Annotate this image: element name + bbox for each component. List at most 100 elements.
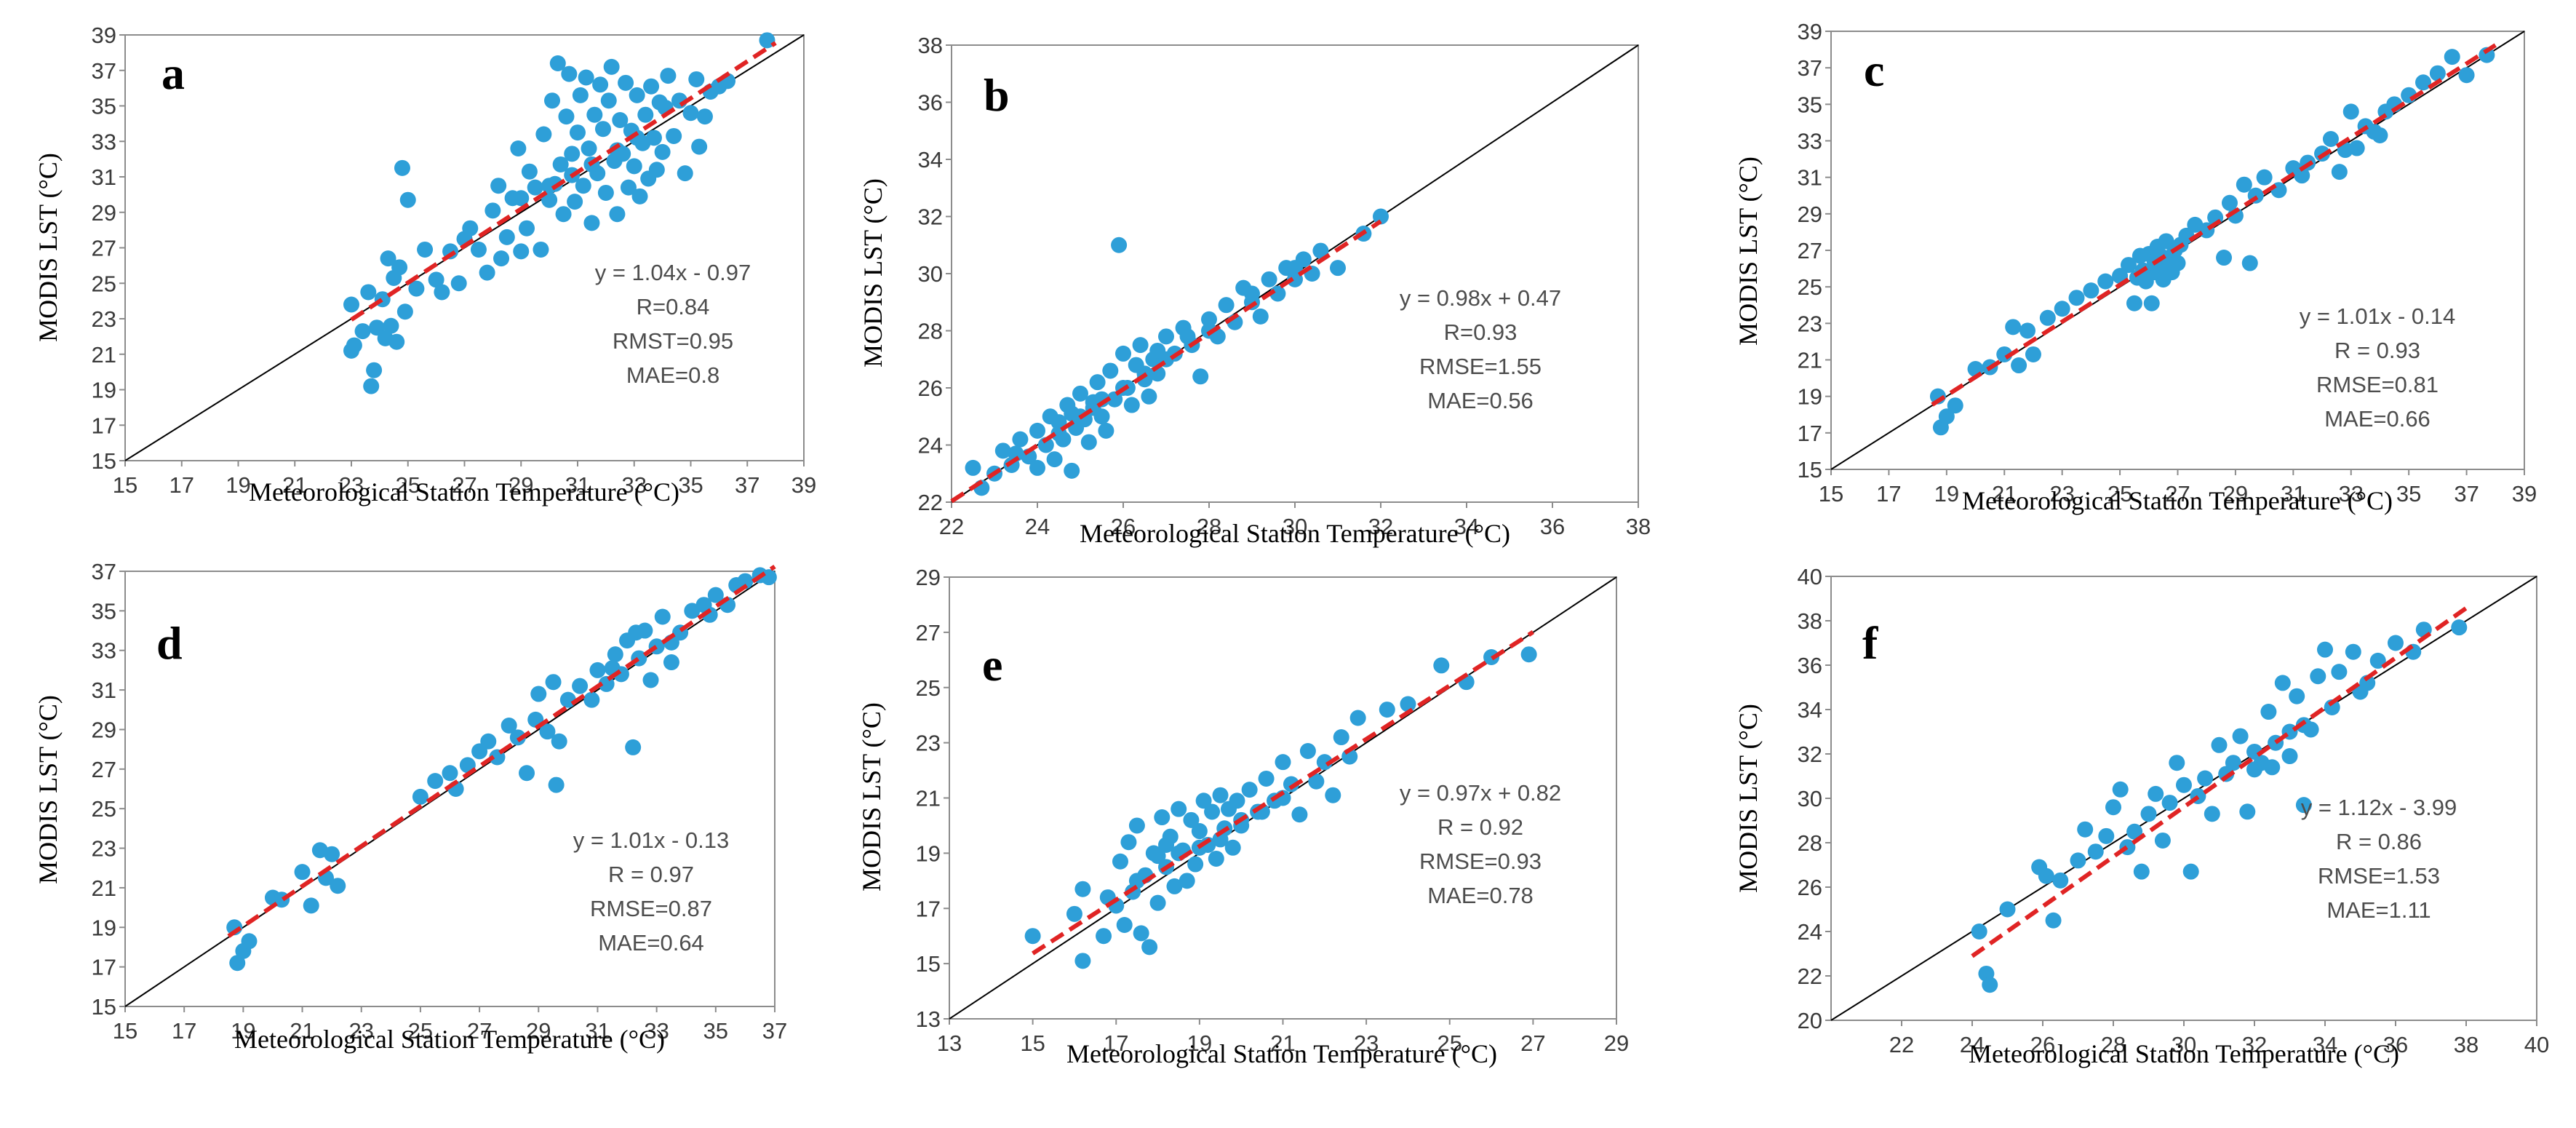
data-point: [552, 156, 569, 172]
data-point: [2045, 912, 2062, 929]
data-point: [363, 378, 380, 394]
y-tick-label: 30: [1798, 786, 1822, 811]
data-point: [1938, 408, 1955, 425]
data-point: [490, 178, 507, 194]
data-point: [629, 87, 645, 103]
y-axis-title: MODIS LST (°C): [858, 178, 888, 368]
data-point: [2225, 755, 2241, 771]
data-point: [1080, 434, 1097, 450]
y-axis-title: MODIS LST (°C): [1734, 156, 1763, 346]
x-tick-label: 35: [678, 472, 703, 498]
data-point: [663, 654, 679, 671]
data-point: [620, 179, 637, 196]
stats-line: y = 1.01x - 0.14: [2300, 303, 2456, 329]
data-point: [380, 250, 396, 267]
x-tick-label: 29: [526, 1018, 551, 1044]
data-point: [645, 130, 662, 146]
data-point: [2239, 803, 2256, 820]
data-point: [354, 323, 371, 340]
data-point: [2322, 130, 2339, 147]
y-tick-label: 22: [918, 490, 943, 515]
data-point: [2052, 872, 2069, 889]
data-point: [2105, 799, 2121, 816]
y-tick-label: 17: [92, 413, 116, 438]
data-point: [1201, 311, 1217, 327]
data-point: [2236, 176, 2252, 193]
data-point: [1158, 328, 1174, 345]
stats-line: RMSE=0.87: [590, 896, 712, 921]
data-point: [586, 106, 603, 123]
data-point: [1333, 729, 1349, 746]
data-point: [434, 284, 450, 301]
panel-letter: e: [982, 639, 1002, 691]
data-point: [412, 788, 428, 805]
data-point: [1373, 208, 1389, 225]
data-point: [2120, 257, 2137, 274]
data-point: [1400, 696, 1416, 712]
y-tick-label: 15: [92, 448, 116, 474]
data-point: [759, 32, 775, 49]
x-tick-label: 30: [2172, 1032, 2196, 1057]
data-point: [346, 337, 362, 354]
x-axis-title: Meteorological Station Temperature (°C): [1969, 1039, 2399, 1068]
stats-line: MAE=0.8: [626, 362, 719, 388]
x-axis-title: Meteorological Station Temperature (°C): [1066, 1039, 1497, 1068]
chart-panel-f: 22 24 26 28 30 32 34 36 38 40 20 22 24 26 28 30 32 34 36 38…: [1734, 564, 2549, 1068]
x-tick-label: 21: [290, 1018, 314, 1044]
data-point: [760, 569, 777, 586]
data-point: [1098, 422, 1114, 439]
data-point: [1229, 793, 1245, 809]
data-point: [1064, 405, 1080, 422]
data-point: [1064, 462, 1080, 479]
data-point: [1106, 391, 1123, 408]
y-tick-label: 25: [1798, 274, 1822, 300]
data-point: [2369, 652, 2386, 669]
data-point: [1195, 793, 1212, 809]
data-point: [1123, 397, 1140, 413]
data-point: [1132, 337, 1149, 354]
stats-line: R = 0.92: [1437, 814, 1523, 840]
x-tick-label: 17: [170, 472, 194, 498]
y-tick-label: 32: [1798, 742, 1822, 767]
data-point: [1308, 773, 1325, 790]
x-tick-label: 30: [1283, 514, 1307, 539]
data-point: [626, 158, 642, 175]
x-tick-label: 24: [1025, 514, 1050, 539]
data-point: [1252, 308, 1269, 325]
data-point: [2246, 761, 2262, 778]
data-point: [2019, 322, 2036, 339]
x-tick-label: 27: [1520, 1030, 1545, 1056]
data-point: [994, 442, 1011, 459]
data-point: [1158, 836, 1175, 853]
x-tick-label: 24: [1960, 1032, 1985, 1057]
x-tick-label: 29: [1604, 1030, 1629, 1056]
data-point: [2444, 49, 2460, 65]
x-tick-label: 28: [2101, 1032, 2126, 1057]
y-tick-label: 21: [92, 342, 116, 368]
data-point: [1299, 743, 1316, 760]
y-axis-title: MODIS LST (°C): [33, 695, 63, 884]
x-tick-label: 29: [2223, 481, 2248, 507]
data-point: [1141, 939, 1158, 956]
data-point: [2148, 785, 2164, 802]
y-tick-label: 34: [918, 147, 943, 172]
data-point: [558, 108, 575, 125]
chart-panel-b: 22 24 26 28 30 32 34 36 38 22 24 26 28 30 32 34 36 38 y = …: [858, 33, 1651, 548]
data-point: [1971, 924, 1987, 940]
stats-line: y = 0.97x + 0.82: [1400, 780, 1561, 806]
data-point: [1325, 787, 1341, 803]
stats-line: y = 0.98x + 0.47: [1400, 285, 1561, 311]
data-point: [965, 459, 981, 476]
chart-panel-a: 15 17 19 21 23 25 27 29 31 33 35 37 39 15 17 19 21 23 25 27…: [33, 23, 816, 507]
data-point: [1066, 905, 1082, 922]
y-tick-label: 39: [1798, 19, 1822, 44]
data-point: [1074, 881, 1091, 897]
x-tick-label: 29: [509, 472, 533, 498]
y-axis-title: MODIS LST (°C): [33, 153, 63, 342]
x-tick-label: 33: [622, 472, 647, 498]
data-point: [592, 76, 609, 93]
y-tick-label: 29: [916, 565, 941, 590]
x-tick-label: 26: [2030, 1032, 2055, 1057]
y-tick-label: 27: [92, 757, 116, 782]
